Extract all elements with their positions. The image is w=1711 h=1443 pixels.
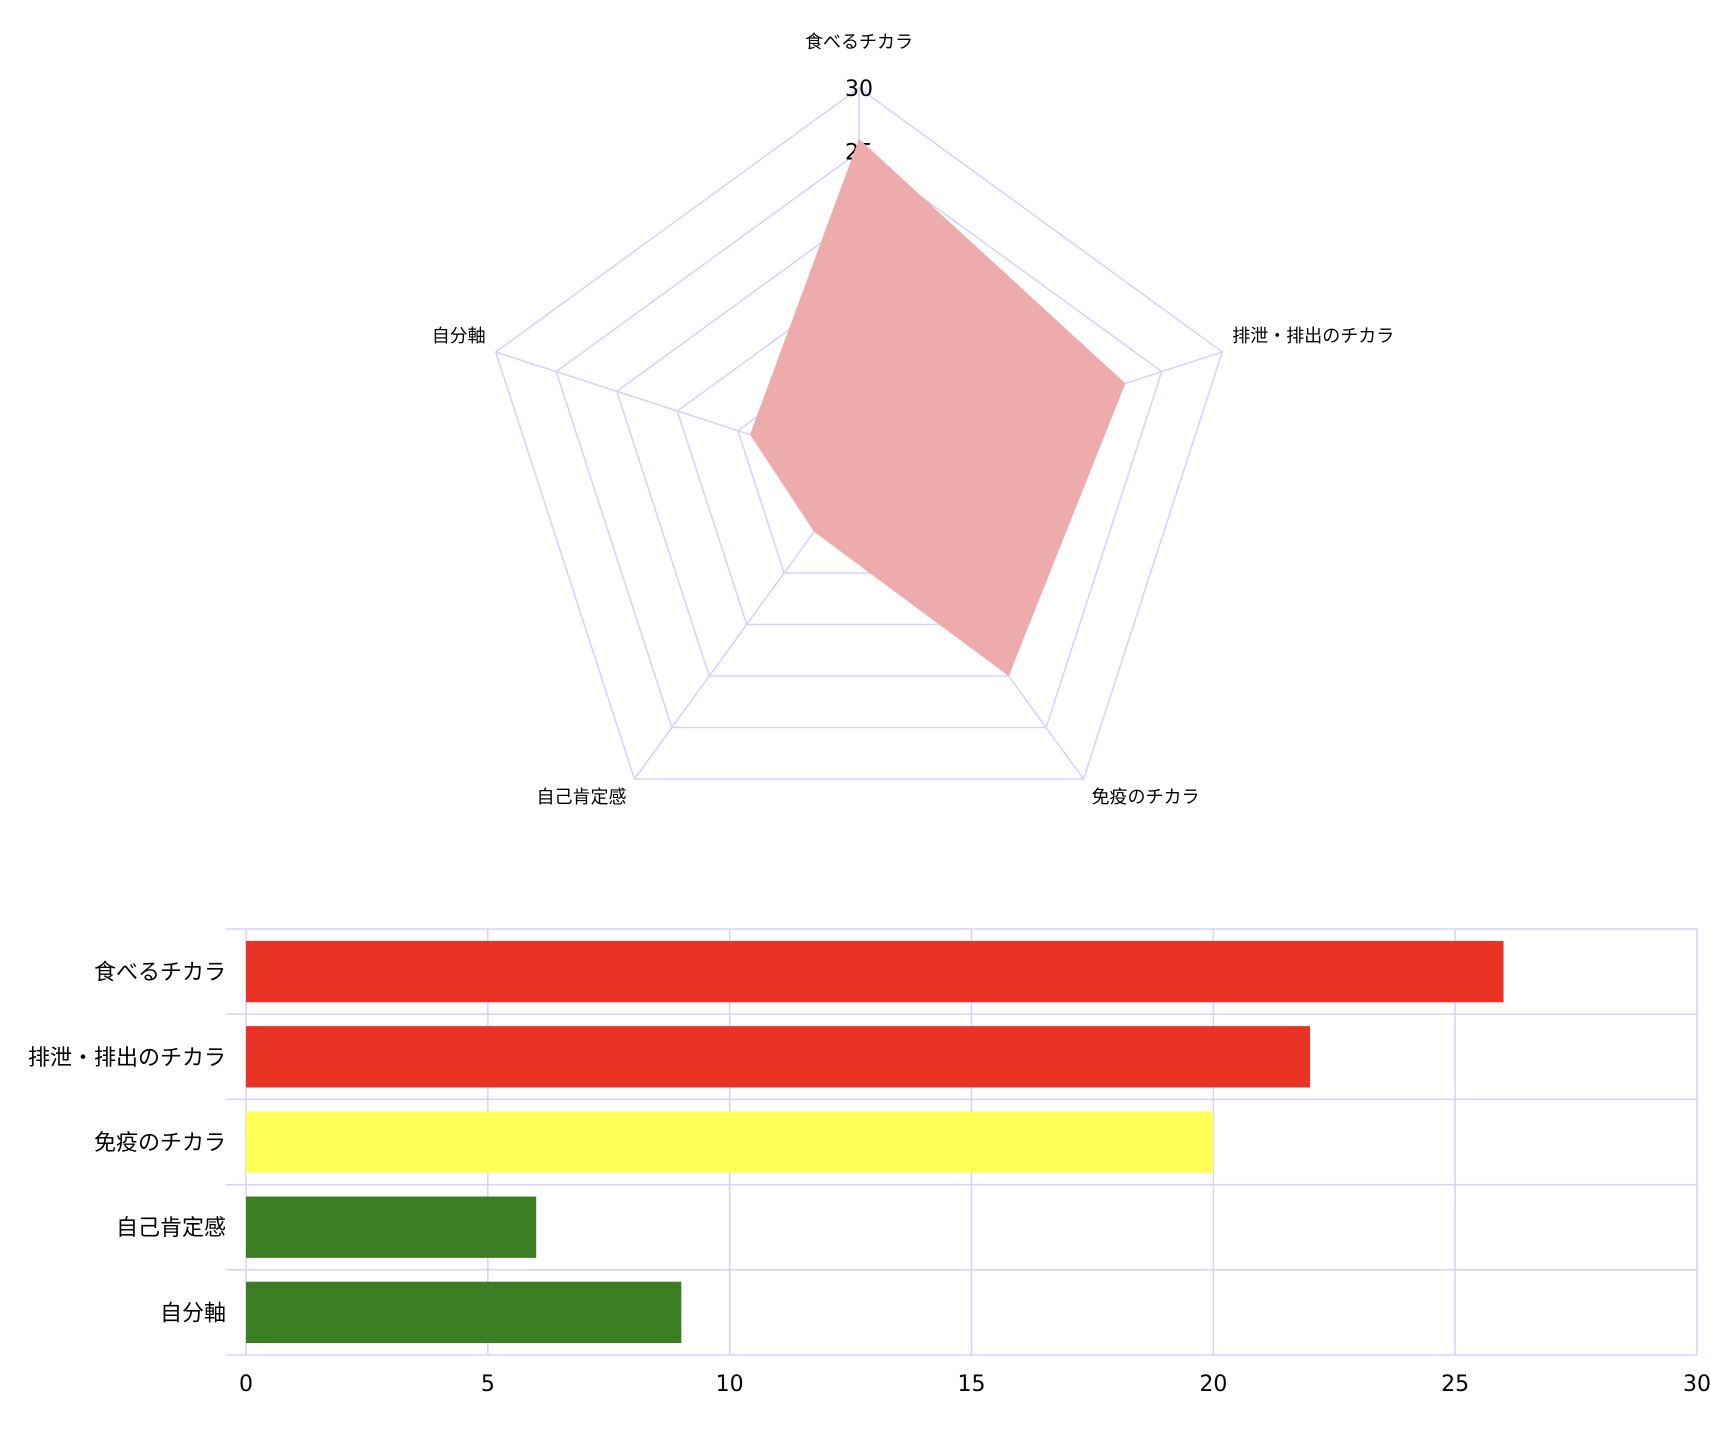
bar-x-tick-label: 30 [1683, 1372, 1711, 1397]
bar-chart-svg: 0 5 10 15 20 25 30 食べるチカラ排泄・排出のチカラ免疫のチカラ自己肯定感自分… [28, 928, 1711, 1397]
bar-x-tick-label: 20 [1199, 1372, 1227, 1397]
bar [246, 940, 1504, 1003]
bar [246, 1281, 682, 1344]
radar-axis-label: 自己肯定感 [536, 787, 626, 808]
radar-axis-label: 排泄・排出のチカラ [1232, 326, 1394, 347]
bar-category-label: 自己肯定感 [116, 1216, 226, 1241]
radar-grid-ring [555, 150, 1163, 729]
bar-x-tick-label: 15 [958, 1372, 986, 1397]
bar-category-label: 自分軸 [160, 1301, 226, 1326]
bar-x-tick-label: 0 [239, 1372, 253, 1397]
radar-tick-label: 30 [845, 77, 873, 102]
radar-axis-label: 免疫のチカラ [1092, 787, 1200, 808]
bar-x-tick-label: 25 [1441, 1372, 1469, 1397]
bar [246, 1111, 1214, 1173]
bar [246, 1196, 537, 1258]
bar-x-tick-label: 10 [716, 1372, 744, 1397]
radar-grid-ring [494, 87, 1224, 780]
bar [246, 1026, 1311, 1088]
radar-axis-label: 食べるチカラ [805, 32, 913, 53]
bar-category-label: 排泄・排出のチカラ [28, 1046, 226, 1071]
radar-axis-label: 自分軸 [432, 326, 486, 347]
radar-data-area [750, 138, 1126, 677]
bar-x-tick-label: 5 [481, 1372, 495, 1397]
bar-category-label: 免疫のチカラ [94, 1131, 226, 1156]
bar-category-label: 食べるチカラ [94, 961, 226, 986]
bar-chart: 0 5 10 15 20 25 30 食べるチカラ排泄・排出のチカラ免疫のチカラ自己肯定感自分… [0, 880, 1711, 1443]
